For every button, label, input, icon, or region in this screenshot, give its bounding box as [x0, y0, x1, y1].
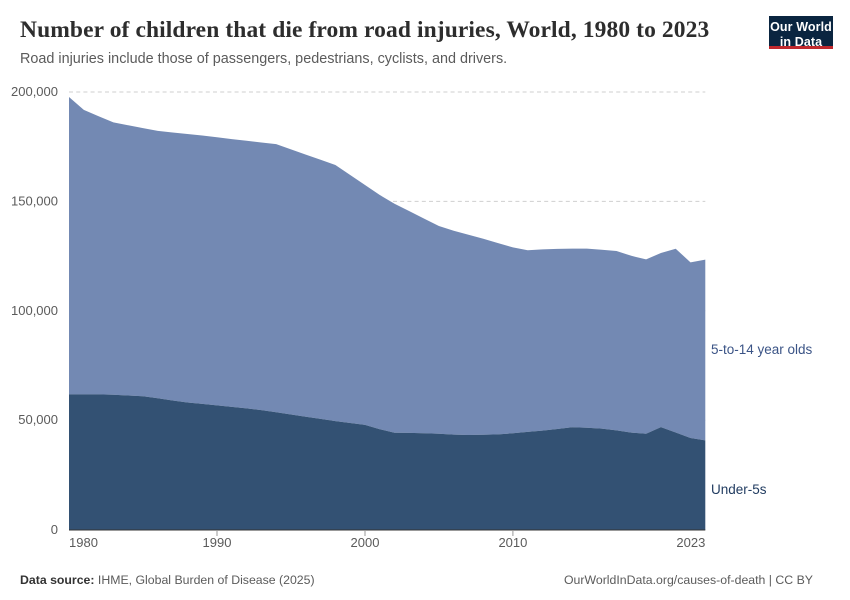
- svg-text:2000: 2000: [351, 535, 380, 550]
- svg-text:2010: 2010: [498, 535, 527, 550]
- svg-text:2023: 2023: [676, 535, 705, 550]
- svg-text:Under-5s: Under-5s: [711, 482, 767, 497]
- svg-text:1990: 1990: [203, 535, 232, 550]
- svg-text:1980: 1980: [69, 535, 98, 550]
- svg-text:100,000: 100,000: [11, 303, 58, 318]
- svg-text:5-to-14 year olds: 5-to-14 year olds: [711, 342, 813, 357]
- svg-text:0: 0: [51, 522, 58, 537]
- svg-text:150,000: 150,000: [11, 193, 58, 208]
- svg-text:50,000: 50,000: [18, 412, 58, 427]
- svg-text:200,000: 200,000: [11, 85, 58, 99]
